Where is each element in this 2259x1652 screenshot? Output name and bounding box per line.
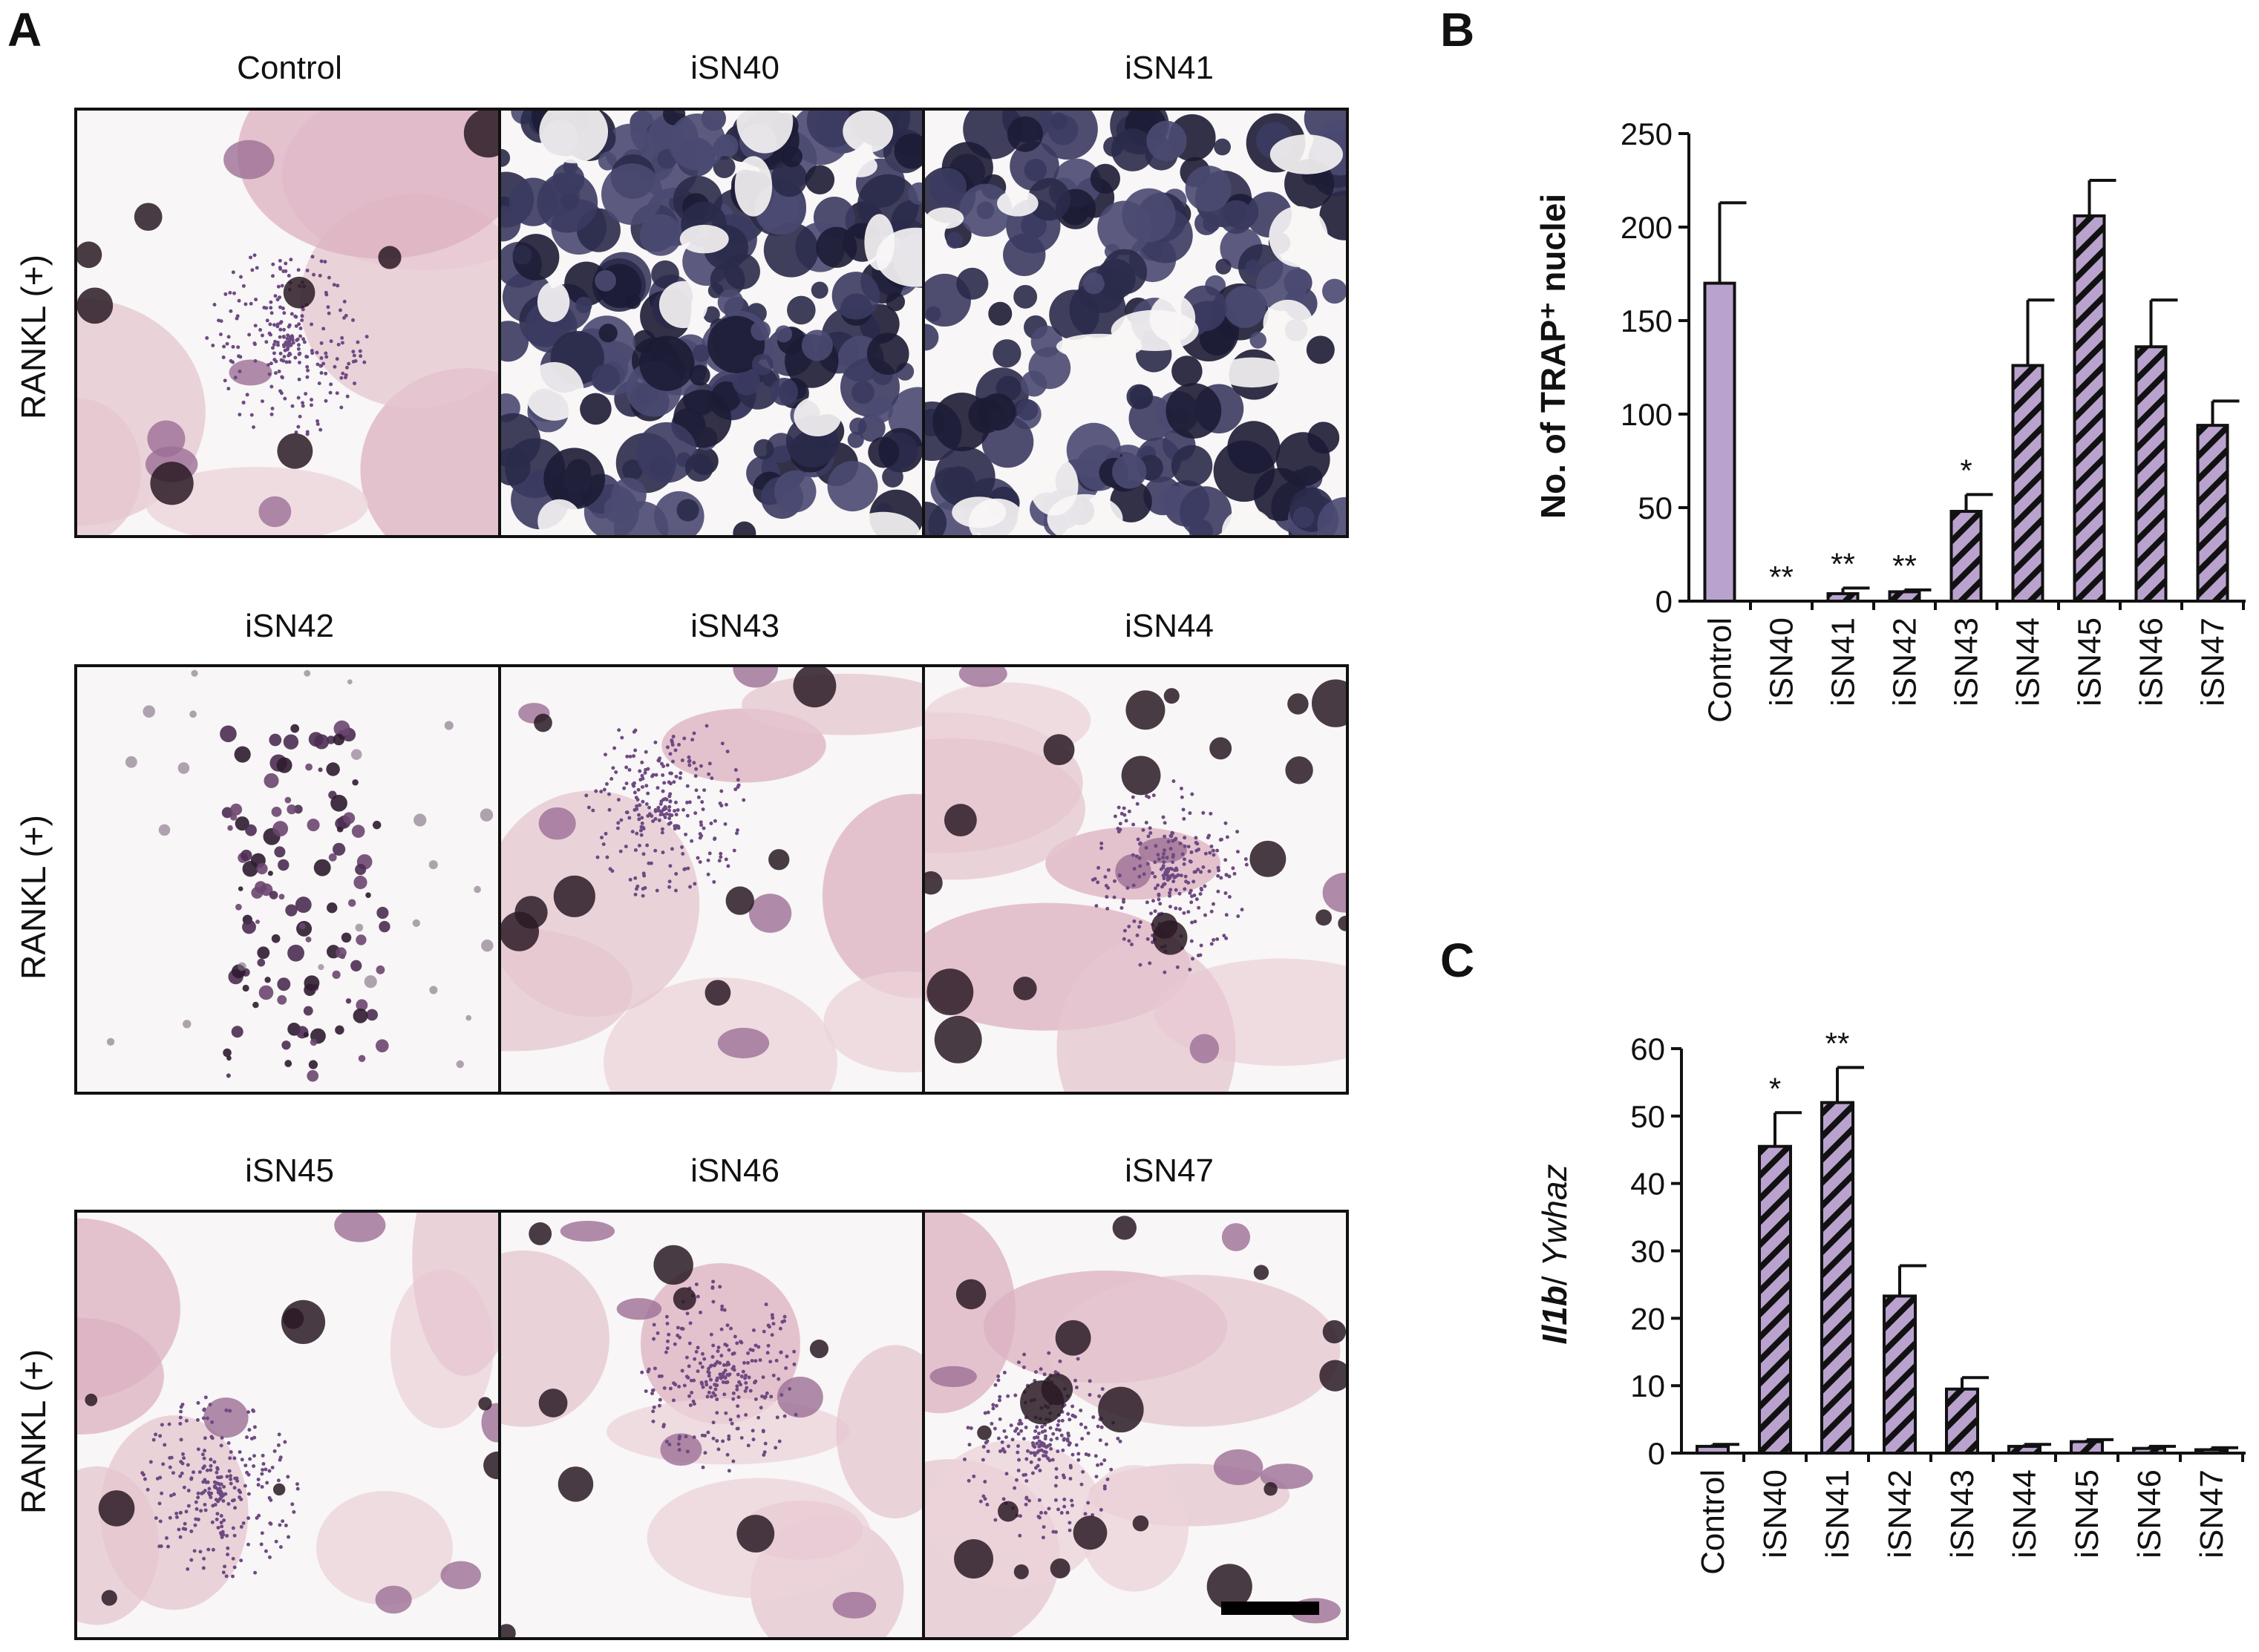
bar-isn46 (2132, 1446, 2166, 1455)
x-tick-label-isn47: iSN47 (2194, 1469, 2230, 1558)
row-label-3: RANKL (+) (14, 1349, 53, 1514)
x-tick-label-isn40: iSN40 (1764, 617, 1800, 707)
bar-control (1703, 281, 1736, 603)
y-axis-label: Il1b/ Ywhaz (1535, 1164, 1574, 1345)
x-tick-label-isn45: iSN45 (2072, 617, 2108, 707)
y-tick-label: 0 (1655, 584, 1673, 619)
panel-b-letter: B (1440, 3, 1475, 56)
micrograph-texture (501, 1213, 922, 1637)
micrograph-isn43 (498, 664, 925, 1095)
micrograph-title-isn41: iSN41 (1125, 50, 1214, 86)
micrograph-title-isn43: iSN43 (690, 608, 779, 644)
bar-isn44 (2007, 1444, 2041, 1455)
y-tick-label: 200 (1621, 210, 1673, 245)
y-tick-label: 40 (1630, 1167, 1665, 1202)
x-tick-label-isn47: iSN47 (2195, 617, 2232, 707)
x-tick-label-isn42: iSN42 (1882, 1469, 1918, 1558)
y-tick-label: 100 (1621, 397, 1673, 432)
bar-isn47 (2196, 424, 2229, 603)
y-tick-label: 10 (1630, 1369, 1665, 1403)
micrograph-texture (501, 111, 922, 535)
bar-isn40 (1758, 1144, 1792, 1455)
panel-a-letter: A (7, 3, 42, 56)
significance-isn41: ** (1825, 1026, 1850, 1061)
micrograph-title-isn42: iSN42 (245, 608, 334, 644)
x-tick-label-isn40: iSN40 (1757, 1469, 1794, 1558)
micrograph-isn45 (74, 1210, 501, 1640)
y-tick-label: 30 (1630, 1234, 1665, 1269)
bar-isn44 (2011, 364, 2044, 603)
bar-isn41 (1820, 1101, 1854, 1455)
micrograph-texture (501, 667, 922, 1092)
micrograph-title-control: Control (237, 50, 342, 86)
micrograph-texture (925, 667, 1346, 1092)
y-axis-label-sep: / (1535, 1267, 1574, 1286)
x-tick-label-isn43: iSN43 (1944, 1469, 1981, 1558)
bar-isn43 (1945, 1387, 1979, 1455)
panel-c-letter: C (1440, 934, 1475, 987)
bar-isn42 (1888, 590, 1921, 603)
x-tick-label-isn43: iSN43 (1949, 617, 1985, 707)
x-tick-label-isn46: iSN46 (2134, 617, 2170, 707)
x-tick-label-isn44: iSN44 (2010, 617, 2047, 707)
bar-isn45 (2073, 214, 2106, 603)
micrograph-isn47 (922, 1210, 1349, 1640)
y-tick-label: 150 (1621, 304, 1673, 338)
micrograph-isn42 (74, 664, 501, 1095)
micrograph-title-isn44: iSN44 (1125, 608, 1214, 644)
micrograph-title-isn47: iSN47 (1125, 1153, 1214, 1189)
micrograph-control (74, 108, 501, 538)
bar-isn47 (2194, 1448, 2229, 1455)
row-label-2: RANKL (+) (14, 815, 53, 980)
x-tick-label-isn45: iSN45 (2069, 1469, 2105, 1558)
bar-isn42 (1883, 1294, 1917, 1455)
significance-isn41: ** (1831, 546, 1855, 581)
x-tick-label-isn42: iSN42 (1887, 617, 1923, 707)
bar-isn41 (1826, 591, 1860, 603)
y-axis-label: No. of TRAP⁺ nuclei (1534, 194, 1572, 519)
bar-control (1696, 1444, 1730, 1455)
x-tick-label-isn44: iSN44 (2007, 1469, 2043, 1558)
x-tick-label-control: Control (1702, 617, 1739, 723)
y-tick-label: 50 (1630, 1099, 1665, 1134)
y-tick-label: 250 (1621, 117, 1673, 151)
scale-bar (1221, 1602, 1319, 1615)
y-tick-label: 60 (1630, 1032, 1665, 1066)
micrograph-texture (925, 1213, 1346, 1637)
micrograph-isn40 (498, 108, 925, 538)
chart-b: 0 50 100 150 200 250 Control ** iSN40 ** iSN41 ** iS… (1534, 117, 2246, 723)
micrograph-title-isn40: iSN40 (690, 50, 779, 86)
x-tick-label-isn46: iSN46 (2131, 1469, 2168, 1558)
micrograph-texture (925, 111, 1346, 535)
significance-isn40: ** (1769, 560, 1794, 594)
micrograph-isn46 (498, 1210, 925, 1640)
y-tick-label: 50 (1638, 491, 1673, 525)
micrograph-texture (77, 1213, 498, 1637)
significance-isn42: ** (1892, 548, 1917, 583)
micrograph-isn44 (922, 664, 1349, 1095)
y-axis-label-gene: Il1b (1535, 1285, 1574, 1344)
significance-isn43: * (1960, 453, 1972, 488)
y-axis-label-ref: Ywhaz (1535, 1164, 1574, 1267)
micrograph-texture (77, 111, 498, 535)
x-tick-label-isn41: iSN41 (1820, 1469, 1856, 1558)
bar-isn45 (2070, 1440, 2104, 1455)
bar-isn43 (1949, 510, 1983, 603)
chart-c: 0 10 20 30 40 50 60 Control * iSN40 ** iSN41 iSN42 iS… (1535, 1026, 2246, 1575)
bar-isn46 (2134, 345, 2168, 603)
micrograph-title-isn45: iSN45 (245, 1153, 334, 1189)
x-tick-label-isn41: iSN41 (1825, 617, 1862, 707)
significance-isn40: * (1769, 1071, 1781, 1106)
y-tick-label: 0 (1648, 1436, 1665, 1471)
micrograph-isn41 (922, 108, 1349, 538)
x-tick-label-control: Control (1695, 1469, 1731, 1575)
y-tick-label: 20 (1630, 1301, 1665, 1336)
micrograph-texture (77, 667, 498, 1092)
micrograph-title-isn46: iSN46 (690, 1153, 779, 1189)
row-label-1: RANKL (+) (14, 255, 53, 419)
